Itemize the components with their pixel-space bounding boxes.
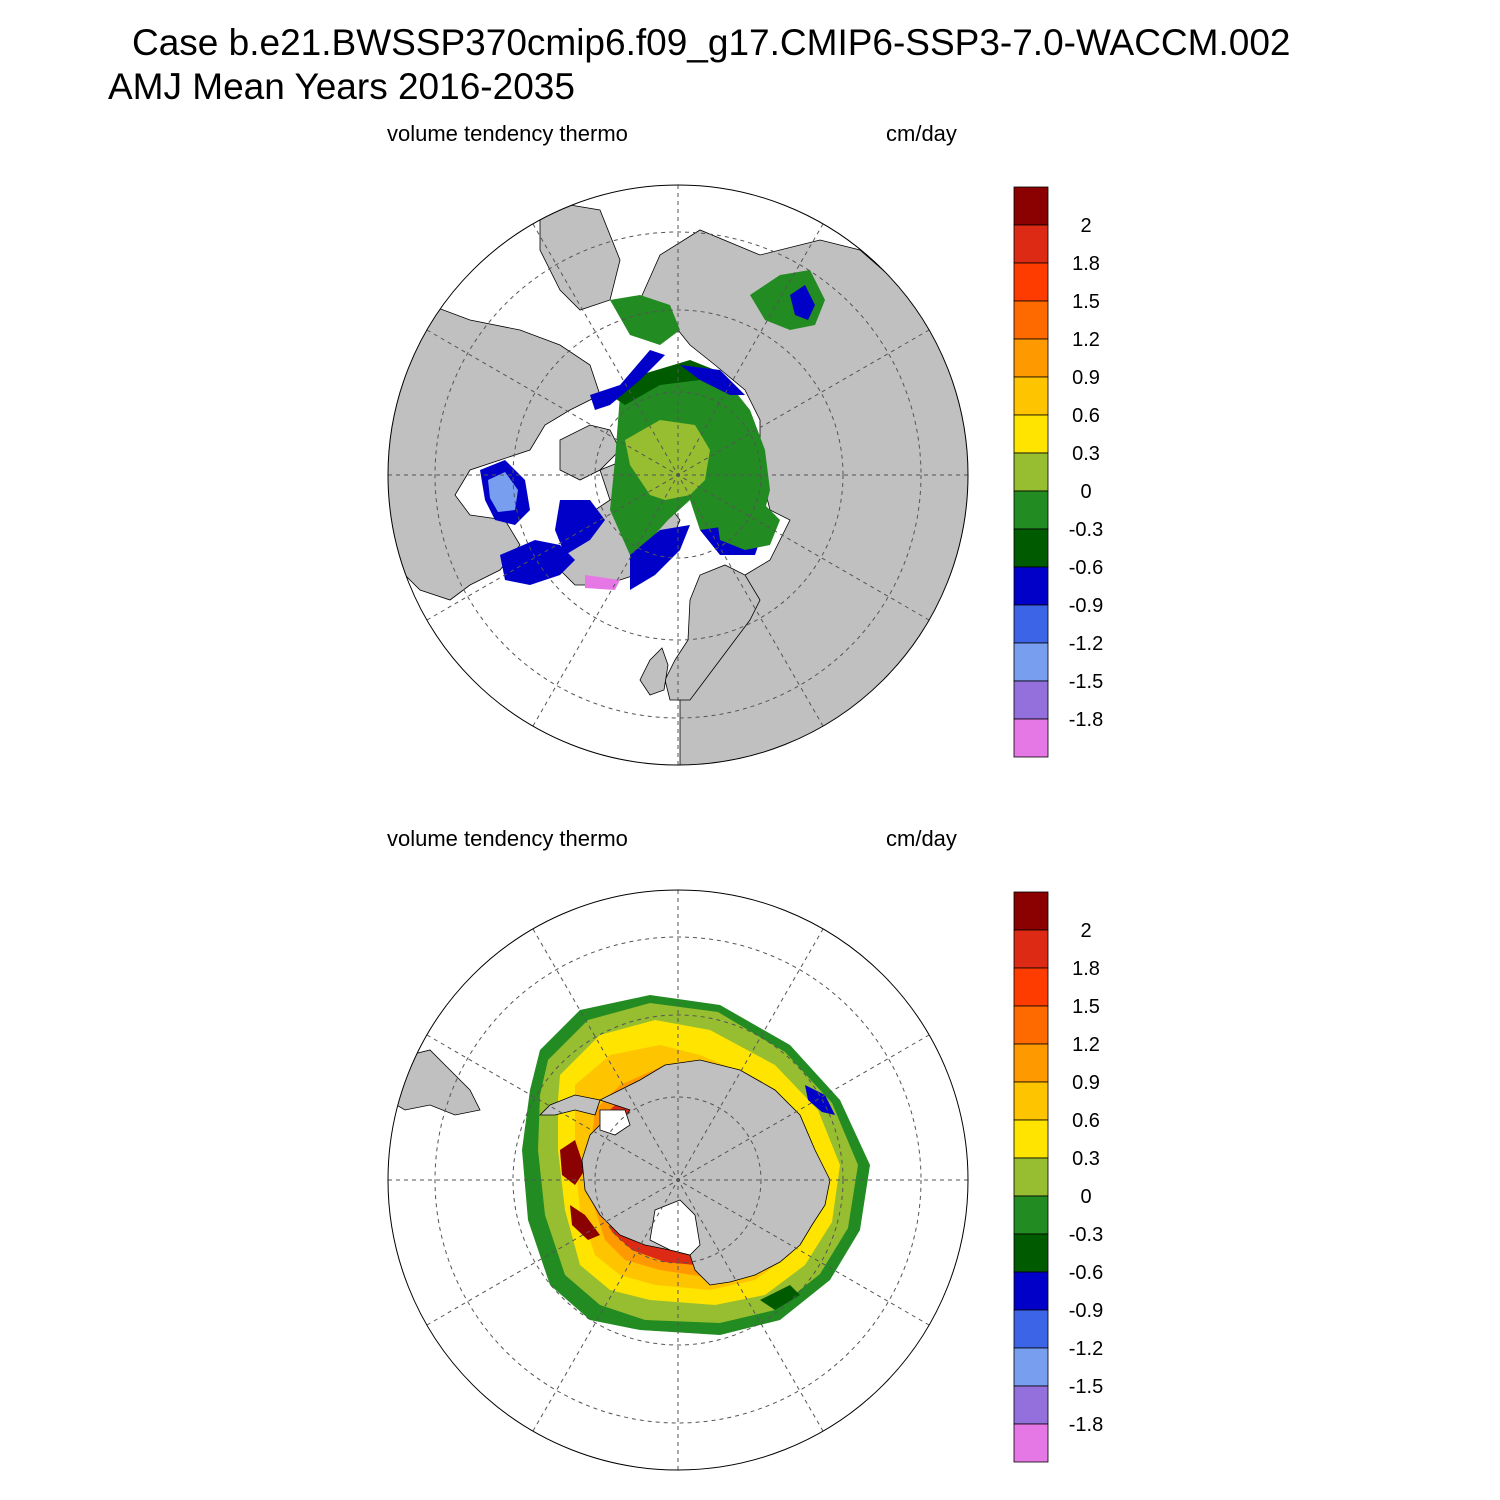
baffin-pink — [585, 575, 620, 590]
east-antarctic-blue — [805, 1085, 835, 1115]
north-colorbar-tick-label: -1.2 — [1069, 633, 1103, 655]
weddell-darkred — [570, 1205, 600, 1240]
south-colorbar-tick-label: -0.9 — [1069, 1300, 1103, 1322]
south-colorbar-swatch — [1013, 929, 1049, 969]
north-colorbar-swatch — [1013, 566, 1049, 606]
south-colorbar-swatch — [1013, 1385, 1049, 1425]
north-graticule — [388, 185, 968, 765]
north-panel-units-label: cm/day — [886, 121, 957, 146]
north-colorbar-swatch — [1013, 186, 1049, 226]
south-colorbar-tick-label: 0.6 — [1072, 1110, 1100, 1132]
north-colorbar-tick-label: 0.6 — [1072, 405, 1100, 427]
south-colorbar-swatch — [1013, 1233, 1049, 1273]
north-colorbar-swatch — [1013, 414, 1049, 454]
north-colorbar-swatch — [1013, 338, 1049, 378]
north-colorbar-tick-label: 1.8 — [1072, 253, 1100, 275]
south-colorbar-tick-label: -0.6 — [1069, 1262, 1103, 1284]
alaska-land — [539, 199, 621, 311]
south-colorbar-swatch — [1013, 1081, 1049, 1121]
south-colorbar-tick-label: 1.8 — [1072, 958, 1100, 980]
canadian-archipelago-land — [559, 424, 621, 481]
north-colorbar-tick-label: 0 — [1080, 481, 1091, 503]
south-colorbar-tick-label: -1.5 — [1069, 1376, 1103, 1398]
south-colorbar-tick-label: 0.3 — [1072, 1148, 1100, 1170]
bering-green — [610, 295, 680, 345]
north-colorbar-swatch — [1013, 452, 1049, 492]
antarctic-peninsula-land — [539, 1094, 601, 1116]
north-colorbar-swatch — [1013, 528, 1049, 568]
north-america-land — [388, 304, 601, 601]
south-colorbar-swatch — [1013, 1157, 1049, 1197]
south-colorbar-swatch — [1013, 967, 1049, 1007]
greenland-sea-blue — [630, 525, 690, 590]
north-colorbar-tick-label: 2 — [1080, 215, 1091, 237]
north-colorbar-swatch — [1013, 490, 1049, 530]
north-colorbar-tick-label: -0.9 — [1069, 595, 1103, 617]
figure-title: Case b.e21.BWSSP370cmip6.f09_g17.CMIP6-S… — [132, 22, 1291, 63]
north-colorbar: 2 1.8 1.5 1.2 0.9 0.6 0.3 0 -0.3 -0.6 -0.9 -1.2 -1.5… — [1013, 186, 1103, 758]
north-colorbar-swatch — [1013, 680, 1049, 720]
south-colorbar-swatch — [1013, 1119, 1049, 1159]
south-colorbar-tick-label: 1.2 — [1072, 1034, 1100, 1056]
north-colorbar-tick-label: -0.3 — [1069, 519, 1103, 541]
south-colorbar-tick-label: 1.5 — [1072, 996, 1100, 1018]
south-colorbar-swatch — [1013, 1005, 1049, 1045]
baffin-blue — [555, 500, 605, 555]
south-colorbar-swatch — [1013, 891, 1049, 931]
north-colorbar-tick-label: 0.3 — [1072, 443, 1100, 465]
south-graticule — [388, 890, 968, 1470]
ross-ice-shelf — [649, 1199, 701, 1256]
north-colorbar-tick-label: -0.6 — [1069, 557, 1103, 579]
ross-sea-darkred — [560, 1140, 585, 1185]
south-panel-units-label: cm/day — [886, 826, 957, 851]
weddell-ice-shelf — [599, 1109, 631, 1136]
south-colorbar-swatch — [1013, 1195, 1049, 1235]
south-colorbar-tick-label: -1.2 — [1069, 1338, 1103, 1360]
north-colorbar-tick-label: -1.8 — [1069, 709, 1103, 731]
north-map-border — [387, 184, 969, 766]
okhotsk-blue — [790, 285, 815, 320]
north-colorbar-tick-label: -1.5 — [1069, 671, 1103, 693]
north-colorbar-tick-label: 0.9 — [1072, 367, 1100, 389]
arctic-ice-lightgreen-field — [625, 420, 710, 500]
south-colorbar: 2 1.8 1.5 1.2 0.9 0.6 0.3 0 -0.3 -0.6 -0.9 -1.2 -1.5… — [1013, 891, 1103, 1463]
north-colorbar-swatch — [1013, 604, 1049, 644]
labrador-blue — [500, 540, 575, 585]
east-siberian-blue-rim — [680, 365, 745, 395]
north-polar-map — [387, 184, 969, 766]
north-colorbar-swatch — [1013, 642, 1049, 682]
south-colorbar-swatch — [1013, 1271, 1049, 1311]
north-colorbar-tick-label: 1.5 — [1072, 291, 1100, 313]
south-colorbar-swatch — [1013, 1043, 1049, 1083]
beaufort-blue-rim — [590, 350, 665, 410]
north-colorbar-swatch — [1013, 718, 1049, 758]
north-colorbar-swatch — [1013, 300, 1049, 340]
south-colorbar-tick-label: -1.8 — [1069, 1414, 1103, 1436]
north-panel-variable-label: volume tendency thermo — [387, 121, 628, 146]
north-colorbar-swatch — [1013, 262, 1049, 302]
south-colorbar-tick-label: 2 — [1080, 920, 1091, 942]
north-colorbar-swatch — [1013, 224, 1049, 264]
south-colorbar-tick-label: 0.9 — [1072, 1072, 1100, 1094]
weddell-darkgreen — [760, 1285, 800, 1310]
south-map-border — [387, 889, 969, 1471]
south-panel-variable-label: volume tendency thermo — [387, 826, 628, 851]
british-isles-land — [639, 647, 669, 696]
figure-subtitle: AMJ Mean Years 2016-2035 — [108, 66, 575, 107]
south-polar-map — [387, 889, 969, 1471]
europe-land — [664, 564, 761, 701]
south-colorbar-tick-label: -0.3 — [1069, 1224, 1103, 1246]
south-colorbar-swatch — [1013, 1309, 1049, 1349]
south-colorbar-tick-label: 0 — [1080, 1186, 1091, 1208]
south-colorbar-swatch — [1013, 1347, 1049, 1387]
north-colorbar-swatch — [1013, 376, 1049, 416]
hudson-bay-lightblue — [488, 472, 518, 512]
barents-green — [715, 500, 780, 550]
south-colorbar-swatch — [1013, 1423, 1049, 1463]
north-colorbar-tick-label: 1.2 — [1072, 329, 1100, 351]
